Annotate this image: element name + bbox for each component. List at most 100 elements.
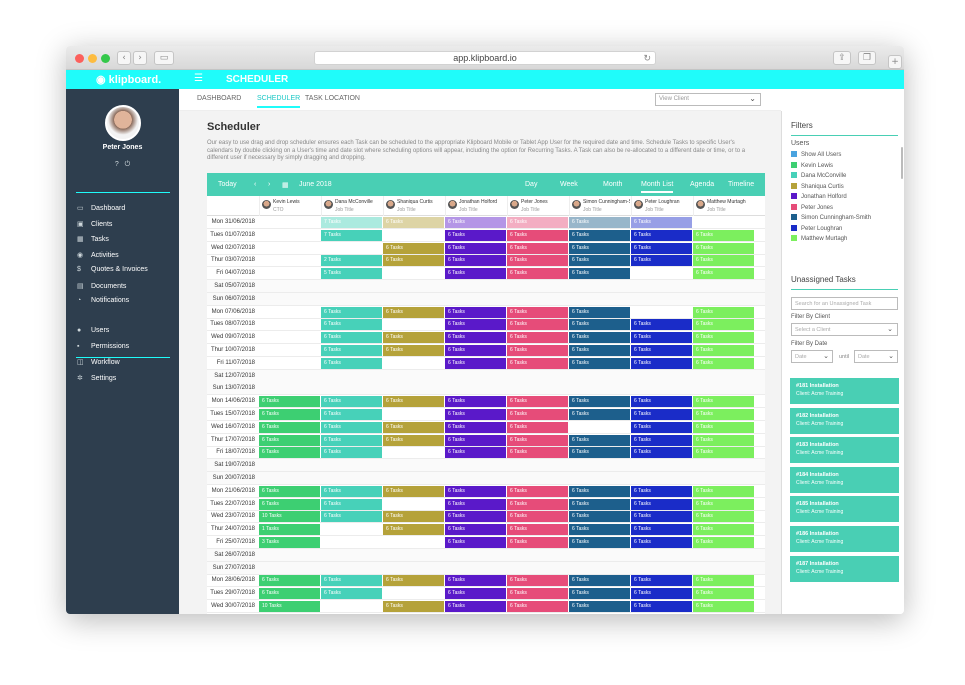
task-block[interactable]: 6 Tasks [259, 434, 320, 446]
task-block[interactable]: 6 Tasks [445, 306, 506, 318]
task-block[interactable]: 6 Tasks [693, 601, 754, 612]
task-block[interactable]: 6 Tasks [569, 345, 630, 356]
task-block[interactable]: 6 Tasks [569, 217, 630, 228]
task-block[interactable]: 6 Tasks [445, 396, 506, 408]
tab-dashboard[interactable]: DASHBOARD [197, 95, 242, 102]
task-block[interactable]: 6 Tasks [569, 396, 630, 408]
task-block[interactable]: 6 Tasks [321, 588, 382, 600]
zoom-window-button[interactable] [101, 54, 110, 63]
task-block[interactable]: 6 Tasks [569, 485, 630, 497]
view-month-list[interactable]: Month List [641, 181, 674, 193]
task-block[interactable]: 6 Tasks [383, 434, 444, 446]
person-column-header[interactable]: Dana McConville Job Title [321, 196, 382, 216]
task-block[interactable]: 6 Tasks [693, 485, 754, 497]
task-block[interactable]: 6 Tasks [631, 447, 692, 459]
task-block[interactable]: 6 Tasks [631, 396, 692, 408]
task-block[interactable]: 6 Tasks [569, 601, 630, 612]
task-block[interactable]: 6 Tasks [693, 498, 754, 510]
task-block[interactable]: 6 Tasks [321, 434, 382, 446]
task-block[interactable]: 6 Tasks [631, 319, 692, 331]
user-filter-checkbox[interactable]: Peter Jones [791, 203, 833, 213]
task-block[interactable]: 6 Tasks [383, 511, 444, 523]
task-block[interactable]: 6 Tasks [507, 217, 568, 228]
task-block[interactable]: 6 Tasks [321, 306, 382, 318]
task-block[interactable]: 6 Tasks [631, 524, 692, 536]
sidebar-item-dashboard[interactable]: ▭ Dashboard [77, 204, 125, 214]
task-block[interactable]: 6 Tasks [569, 332, 630, 344]
task-block[interactable]: 6 Tasks [569, 306, 630, 318]
task-block[interactable]: 6 Tasks [445, 498, 506, 510]
task-block[interactable]: 6 Tasks [507, 447, 568, 459]
prev-icon[interactable]: ‹ [254, 181, 257, 188]
task-block[interactable]: 6 Tasks [569, 537, 630, 548]
task-block[interactable]: 6 Tasks [383, 396, 444, 408]
sidebar-item-activities[interactable]: ◉ Activities [77, 251, 119, 261]
task-block[interactable]: 6 Tasks [321, 345, 382, 356]
new-tab-icon[interactable]: + [888, 55, 902, 69]
task-block[interactable]: 6 Tasks [445, 447, 506, 459]
task-block[interactable]: 6 Tasks [321, 357, 382, 369]
task-block[interactable]: 6 Tasks [321, 332, 382, 344]
task-block[interactable]: 6 Tasks [445, 511, 506, 523]
client-select[interactable]: Select a Client ⌄ [791, 323, 898, 336]
person-column-header[interactable]: Kevin Lewis CTO [259, 196, 320, 216]
task-block[interactable]: 6 Tasks [631, 255, 692, 267]
task-block[interactable]: 6 Tasks [321, 485, 382, 497]
task-block[interactable]: 6 Tasks [631, 537, 692, 548]
task-block[interactable]: 6 Tasks [383, 242, 444, 254]
task-block[interactable]: 6 Tasks [383, 601, 444, 612]
task-block[interactable]: 6 Tasks [445, 575, 506, 587]
task-block[interactable]: 6 Tasks [693, 268, 754, 280]
task-block[interactable]: 6 Tasks [693, 537, 754, 548]
task-block[interactable]: 6 Tasks [507, 345, 568, 356]
sidebar-item-permissions[interactable]: ▪ Permissions [77, 343, 129, 353]
task-block[interactable]: 6 Tasks [445, 537, 506, 548]
task-block[interactable]: 6 Tasks [569, 434, 630, 446]
task-block[interactable]: 6 Tasks [321, 511, 382, 523]
view-week[interactable]: Week [560, 181, 578, 188]
task-block[interactable]: 6 Tasks [631, 421, 692, 433]
task-block[interactable]: 6 Tasks [507, 242, 568, 254]
task-block[interactable]: 6 Tasks [693, 345, 754, 356]
person-column-header[interactable]: Peter Loughran Job Title [631, 196, 692, 216]
unassigned-search-input[interactable]: Search for an Unassigned Task [791, 297, 898, 310]
task-block[interactable]: 6 Tasks [445, 332, 506, 344]
person-column-header[interactable]: Simon Cunningham-Smith Job Title [569, 196, 630, 216]
user-filter-checkbox[interactable]: Matthew Murtagh [791, 235, 847, 244]
task-block[interactable]: 6 Tasks [445, 434, 506, 446]
task-block[interactable]: 6 Tasks [321, 319, 382, 331]
task-block[interactable]: 6 Tasks [569, 524, 630, 536]
task-block[interactable]: 6 Tasks [631, 409, 692, 420]
task-block[interactable]: 6 Tasks [445, 357, 506, 369]
user-filter-checkbox[interactable]: Kevin Lewis [791, 161, 833, 171]
person-column-header[interactable]: Matthew Murtagh Job Title [693, 196, 754, 216]
person-column-header[interactable]: Peter Jones Job Title [507, 196, 568, 216]
task-block[interactable]: 6 Tasks [693, 242, 754, 254]
task-block[interactable]: 6 Tasks [693, 229, 754, 241]
back-icon[interactable]: ‹ [117, 51, 131, 65]
task-block[interactable]: 6 Tasks [631, 242, 692, 254]
task-block[interactable]: 6 Tasks [321, 396, 382, 408]
date-from-select[interactable]: Date ⌄ [791, 350, 833, 363]
task-block[interactable]: 6 Tasks [631, 485, 692, 497]
unassigned-task-card[interactable]: #187 Installation Client: Acme Training [790, 555, 899, 582]
task-block[interactable]: 6 Tasks [259, 447, 320, 459]
user-filter-checkbox[interactable]: Dana McConville [791, 172, 846, 181]
task-block[interactable]: 6 Tasks [383, 345, 444, 356]
task-block[interactable]: 6 Tasks [445, 242, 506, 254]
date-to-select[interactable]: Date ⌄ [854, 350, 898, 363]
task-block[interactable]: 6 Tasks [569, 511, 630, 523]
task-block[interactable]: 6 Tasks [259, 421, 320, 433]
user-filter-checkbox[interactable]: Jonathan Holford [791, 193, 847, 202]
task-block[interactable]: 6 Tasks [321, 447, 382, 459]
tabs-icon[interactable]: ❐ [858, 51, 876, 65]
klipboard-logo[interactable]: ◉ klipboard. [96, 74, 162, 86]
task-block[interactable]: 6 Tasks [445, 409, 506, 420]
task-block[interactable]: 6 Tasks [321, 409, 382, 420]
task-block[interactable]: 6 Tasks [445, 601, 506, 612]
sidebar-item-clients[interactable]: ▣ Clients [77, 220, 112, 230]
task-block[interactable]: 6 Tasks [693, 409, 754, 420]
task-block[interactable]: 6 Tasks [383, 306, 444, 318]
task-block[interactable]: 6 Tasks [631, 434, 692, 446]
task-block[interactable]: 6 Tasks [445, 229, 506, 241]
